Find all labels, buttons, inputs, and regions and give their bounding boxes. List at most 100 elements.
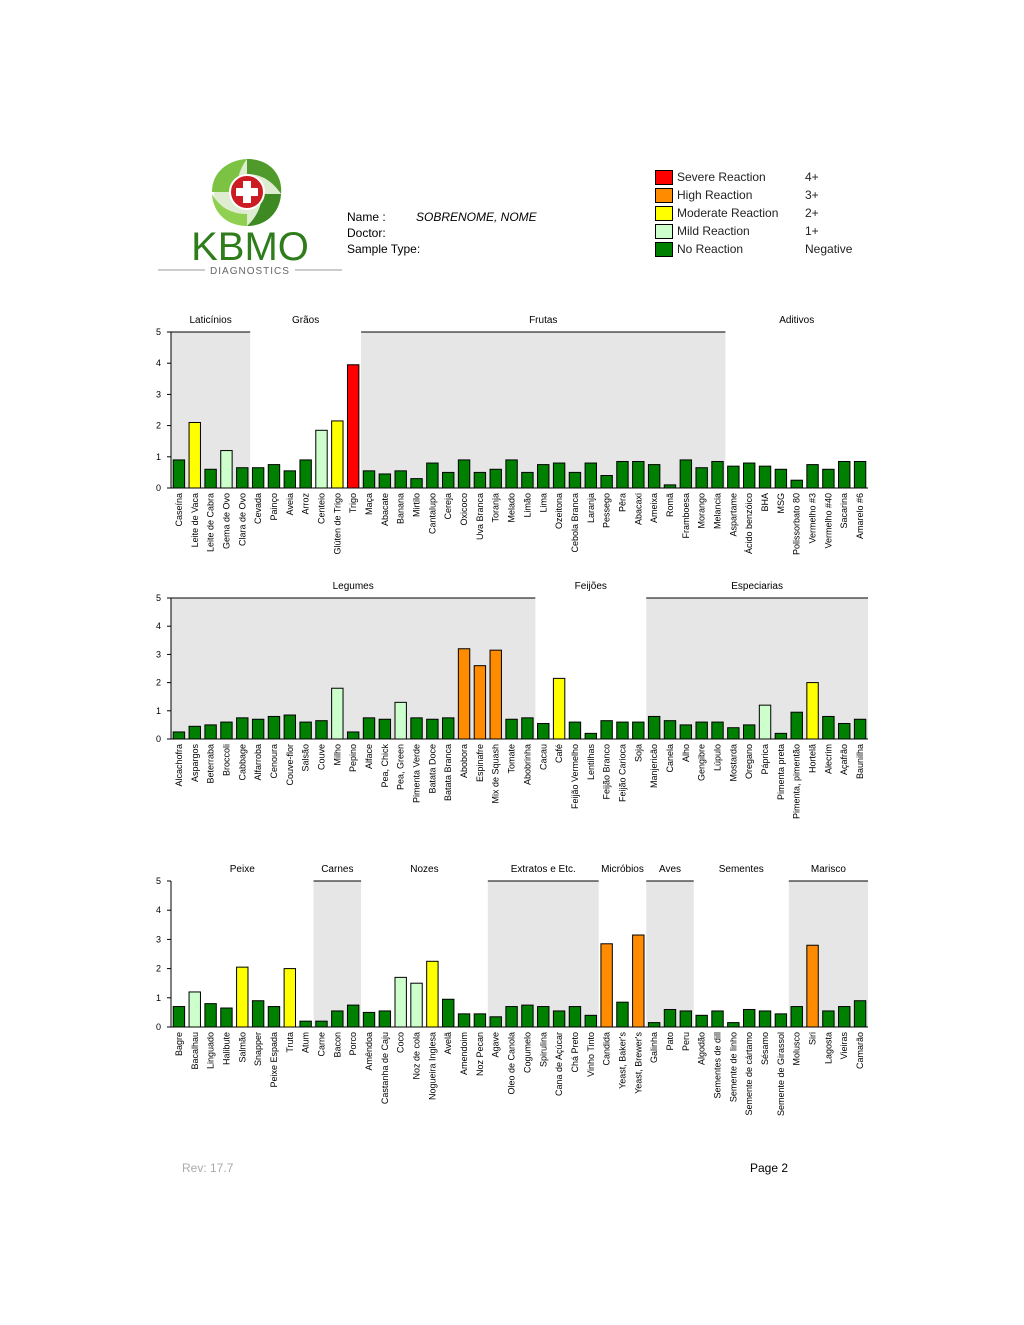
legend-swatch bbox=[655, 224, 673, 239]
bar bbox=[362, 1011, 376, 1028]
y-tick-label: 2 bbox=[156, 678, 161, 688]
bar bbox=[283, 968, 297, 1028]
bar bbox=[267, 715, 281, 740]
bar bbox=[711, 721, 724, 740]
bar bbox=[378, 1010, 392, 1028]
bar bbox=[616, 1001, 629, 1028]
x-tick-label: Couve-flor bbox=[285, 744, 295, 786]
bar bbox=[552, 462, 566, 489]
y-tick-label: 2 bbox=[156, 964, 161, 974]
x-tick-label: Abacate bbox=[380, 493, 390, 526]
x-tick-label: Espinafre bbox=[475, 744, 485, 782]
x-tick-label: Lima bbox=[538, 493, 548, 513]
bar bbox=[838, 1006, 851, 1028]
bar bbox=[568, 471, 582, 489]
bar bbox=[505, 459, 518, 489]
x-tick-label: Abobora bbox=[459, 744, 469, 778]
x-tick-label: Feijão Vermelho bbox=[570, 744, 580, 809]
x-tick-label: Pea, Green bbox=[396, 744, 406, 790]
bar bbox=[537, 722, 550, 740]
x-tick-label: Sementes de dill bbox=[713, 1032, 723, 1099]
bar bbox=[378, 473, 392, 489]
y-tick-label: 0 bbox=[156, 1022, 161, 1032]
name-label: Name : bbox=[347, 210, 386, 224]
x-tick-label: Ácido benzóico bbox=[744, 493, 754, 554]
bar bbox=[267, 1006, 281, 1028]
bar bbox=[584, 1014, 597, 1028]
x-tick-label: Alecrim bbox=[823, 744, 833, 774]
bar bbox=[838, 460, 851, 489]
bar bbox=[378, 718, 392, 740]
bar bbox=[331, 687, 344, 740]
legend-label: No Reaction bbox=[677, 242, 744, 256]
bar bbox=[172, 459, 186, 489]
x-tick-label: Halibute bbox=[221, 1032, 231, 1065]
bar bbox=[457, 648, 471, 740]
x-tick-label: Sacarina bbox=[839, 493, 849, 529]
y-tick-label: 0 bbox=[156, 483, 161, 493]
chart-dairy-grains-fruits-additives: Laticínios Grãos Frutas Aditivos 0 1 2 3 4 5 Caseí… bbox=[156, 315, 868, 555]
x-tick-label: Manjericão bbox=[649, 744, 659, 788]
page-number: Page 2 bbox=[750, 1161, 789, 1175]
x-tick-label: Mix de Squash bbox=[491, 744, 501, 804]
x-tick-label: Pato bbox=[665, 1032, 675, 1051]
x-tick-label: Oxicoco bbox=[459, 493, 469, 526]
x-tick-label: Café bbox=[554, 744, 564, 763]
x-tick-label: Pessego bbox=[602, 493, 612, 528]
x-tick-label: Leite de Vaca bbox=[190, 493, 200, 547]
bar bbox=[457, 459, 471, 489]
bar bbox=[204, 724, 217, 740]
bar bbox=[426, 960, 439, 1028]
x-tick-label: Feijão Carioca bbox=[617, 744, 627, 802]
x-tick-label: Glúten de Trigo bbox=[332, 493, 342, 555]
x-tick-label: Pimenta, pimentão bbox=[792, 744, 802, 819]
x-tick-label: Peixe Espada bbox=[269, 1032, 279, 1088]
x-tick-label: Limão bbox=[522, 493, 532, 518]
legend-score: 2+ bbox=[805, 206, 819, 220]
y-tick-label: 3 bbox=[156, 934, 161, 944]
bar bbox=[315, 429, 328, 489]
x-tick-label: Porco bbox=[348, 1032, 358, 1056]
bar bbox=[505, 718, 518, 740]
bar bbox=[315, 720, 328, 740]
kbmo-logo: KBMO DIAGNOSTICS bbox=[158, 159, 342, 277]
logo-text: KBMO bbox=[191, 225, 309, 269]
x-tick-label: Camarão bbox=[855, 1032, 865, 1069]
bar bbox=[236, 467, 249, 489]
bar bbox=[251, 718, 265, 740]
bar bbox=[790, 711, 803, 740]
x-tick-label: Broccoli bbox=[221, 744, 231, 776]
bar bbox=[346, 1004, 360, 1028]
x-tick-label: Uva Branca bbox=[475, 493, 485, 540]
bar bbox=[188, 725, 201, 740]
bar bbox=[188, 991, 201, 1028]
x-tick-label: Leite de Cabra bbox=[206, 493, 216, 552]
x-tick-label: Aspartame bbox=[728, 493, 738, 537]
bar bbox=[426, 462, 439, 489]
y-tick-label: 3 bbox=[156, 649, 161, 659]
y-tick-label: 4 bbox=[156, 621, 161, 631]
y-tick-label: 5 bbox=[156, 593, 161, 603]
bar bbox=[584, 732, 597, 740]
x-tick-label: Hortelã bbox=[808, 744, 818, 773]
bar bbox=[695, 1014, 708, 1028]
revision-label: Rev: 17.7 bbox=[182, 1161, 234, 1175]
bar bbox=[742, 462, 756, 489]
x-tick-label: Avelã bbox=[443, 1032, 453, 1054]
x-tick-label: Batata Branca bbox=[443, 744, 453, 801]
group-label: Frutas bbox=[529, 315, 557, 326]
y-tick-label: 3 bbox=[156, 389, 161, 399]
legend-label: Mild Reaction bbox=[677, 224, 750, 238]
x-tick-label: Cabbage bbox=[237, 744, 247, 781]
x-tick-label: Cana de Açúcar bbox=[554, 1032, 564, 1096]
legend-label: High Reaction bbox=[677, 188, 753, 202]
x-tick-label: Milho bbox=[332, 744, 342, 766]
bar bbox=[489, 1016, 502, 1028]
x-tick-label: Lentilhas bbox=[586, 744, 596, 781]
x-tick-label: Agave bbox=[491, 1032, 501, 1058]
group-label: Marisco bbox=[811, 864, 846, 875]
x-tick-label: Aspargos bbox=[190, 744, 200, 783]
bar bbox=[822, 468, 835, 489]
bar bbox=[632, 721, 645, 740]
bar bbox=[853, 1000, 867, 1028]
